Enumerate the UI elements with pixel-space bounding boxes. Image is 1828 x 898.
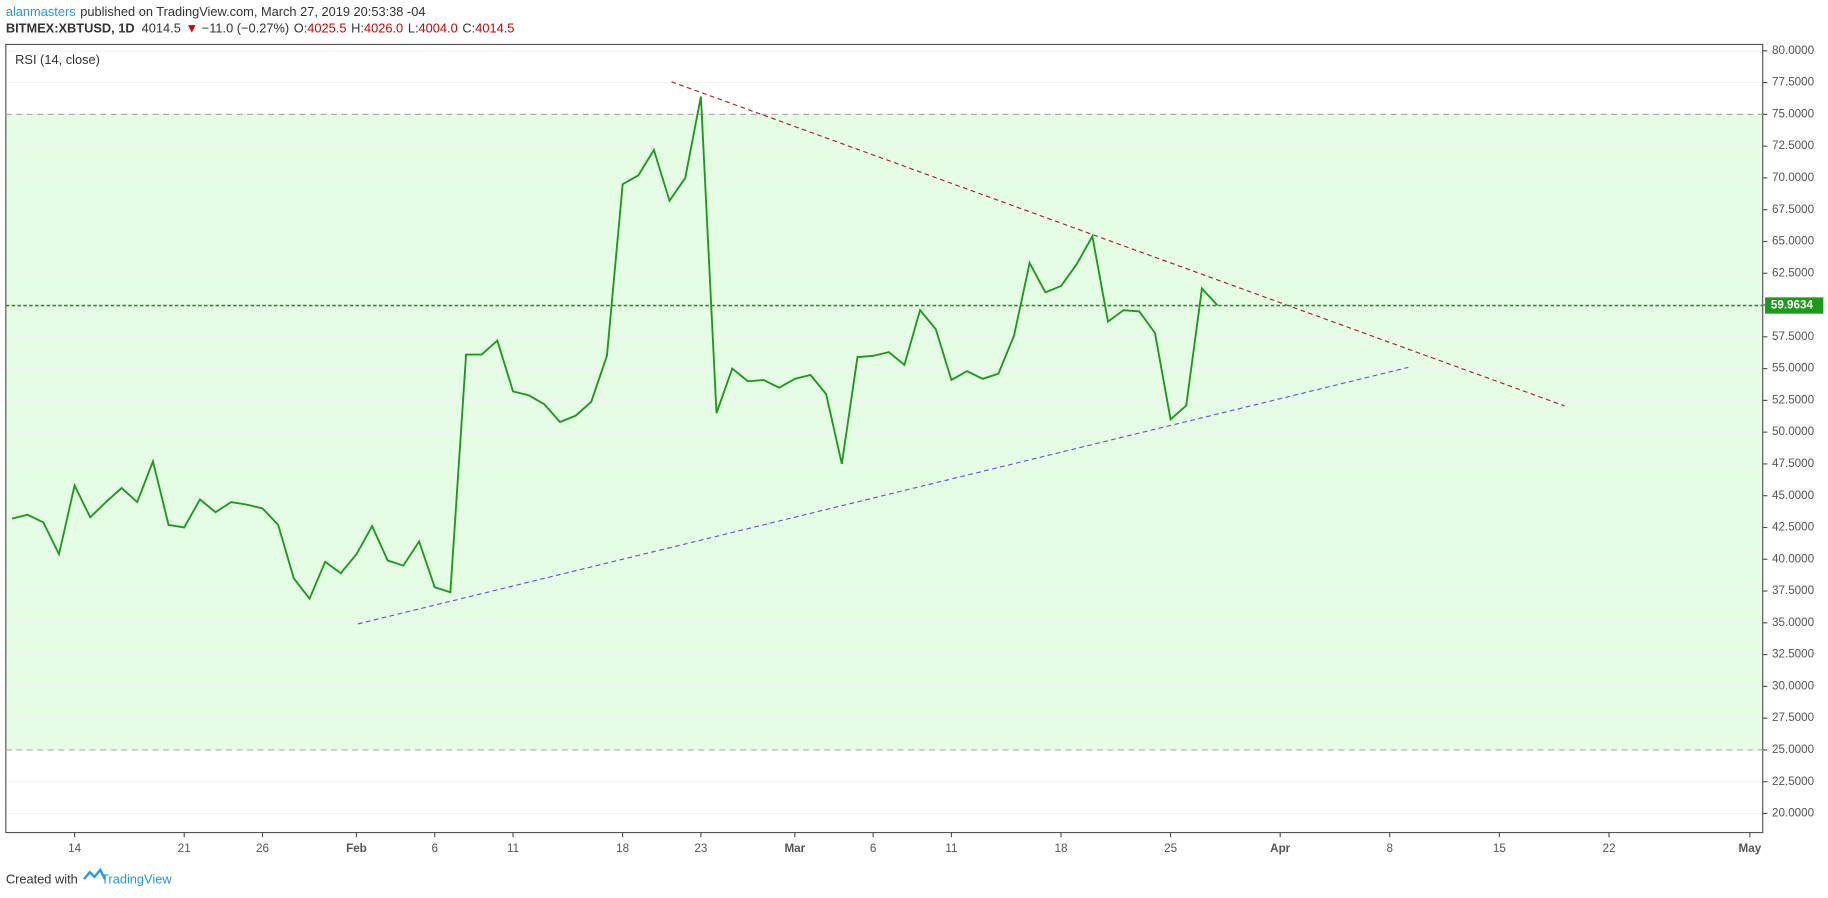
x-tick-label: 11 [507, 842, 519, 855]
x-tick-label: 11 [945, 842, 957, 855]
y-tick-label: 25.0000 [1772, 743, 1815, 756]
price: 4014.5 [142, 21, 181, 36]
ohlc-value: 4004.0 [419, 21, 458, 36]
y-tick-label: 75.0000 [1772, 107, 1815, 120]
x-tick-label: 21 [178, 842, 191, 855]
last-value-box [1765, 297, 1824, 314]
y-tick-label: 62.5000 [1772, 266, 1815, 279]
trend-line-upper [671, 81, 1565, 407]
y-tick-label: 45.0000 [1772, 489, 1815, 502]
x-tick-label: 22 [1603, 842, 1616, 855]
ohlc-label: C: [462, 21, 475, 36]
header-line: alanmasters published on TradingView.com,… [6, 4, 426, 19]
author: alanmasters [6, 4, 76, 19]
arrow: ▼ [186, 21, 199, 36]
y-tick-label: 37.5000 [1772, 584, 1815, 597]
brand: TradingView [101, 872, 172, 887]
y-tick-label: 65.0000 [1772, 235, 1815, 248]
y-tick-label: 57.5000 [1772, 330, 1815, 343]
x-tick-label: 6 [431, 842, 437, 855]
x-tick-label: 18 [1055, 842, 1068, 855]
y-tick-label: 77.5000 [1772, 76, 1815, 89]
ohlc-value: 4025.5 [307, 21, 346, 36]
published: published on TradingView.com, March 27, … [80, 4, 425, 19]
x-tick-label: 14 [68, 842, 81, 855]
indicator-title: RSI (14, close) [15, 52, 100, 67]
y-tick-label: 70.0000 [1772, 171, 1815, 184]
trend-line-lower [357, 366, 1409, 625]
y-tick-label: 27.5000 [1772, 711, 1815, 724]
y-tick-label: 47.5000 [1772, 457, 1815, 470]
ohlc-value: 4014.5 [475, 21, 514, 36]
symbol-line: BITMEX:XBTUSD, 1D 4014.5 ▼ −11.0 (−0.27%) O:… [6, 21, 515, 36]
last-value-label: 59.9634 [1771, 299, 1814, 312]
y-tick-label: 80.0000 [1772, 44, 1815, 57]
ohlc-label: H: [351, 21, 364, 36]
x-tick-label: Mar [784, 842, 805, 855]
y-tick-label: 35.0000 [1772, 616, 1815, 629]
x-tick-label: 6 [870, 842, 876, 855]
y-tick-label: 20.0000 [1772, 807, 1815, 820]
change: −11.0 (−0.27%) [202, 21, 289, 36]
y-tick-label: 50.0000 [1772, 425, 1815, 438]
footer: Created with TradingView [6, 872, 173, 887]
x-tick-label: 18 [616, 842, 629, 855]
x-tick-label: May [1739, 842, 1762, 855]
y-tick-label: 72.5000 [1772, 139, 1815, 152]
y-tick-label: 32.5000 [1772, 648, 1815, 661]
x-tick-label: Apr [1270, 842, 1291, 855]
y-tick-label: 67.5000 [1772, 203, 1815, 216]
symbol: BITMEX:XBTUSD, 1D [6, 21, 135, 36]
y-tick-label: 30.0000 [1772, 679, 1815, 692]
x-tick-label: 23 [694, 842, 707, 855]
y-tick-label: 52.5000 [1772, 393, 1815, 406]
y-tick-label: 40.0000 [1772, 552, 1815, 565]
rsi-line [11, 96, 1219, 601]
ohlc-label: L: [408, 21, 419, 36]
created: Created with [6, 872, 78, 887]
x-tick-label: 15 [1493, 842, 1506, 855]
logo [83, 867, 106, 880]
y-tick-label: 55.0000 [1772, 362, 1815, 375]
x-tick-label: 8 [1387, 842, 1393, 855]
plot-frame [5, 43, 1764, 834]
x-tick-label: Feb [346, 842, 367, 855]
y-tick-label: 42.5000 [1772, 521, 1815, 534]
ohlc-value: 4026.0 [364, 21, 403, 36]
y-tick-label: 22.5000 [1772, 775, 1815, 788]
ohlc-label: O: [294, 21, 308, 36]
x-tick-label: 26 [256, 842, 269, 855]
x-tick-label: 25 [1164, 842, 1177, 855]
